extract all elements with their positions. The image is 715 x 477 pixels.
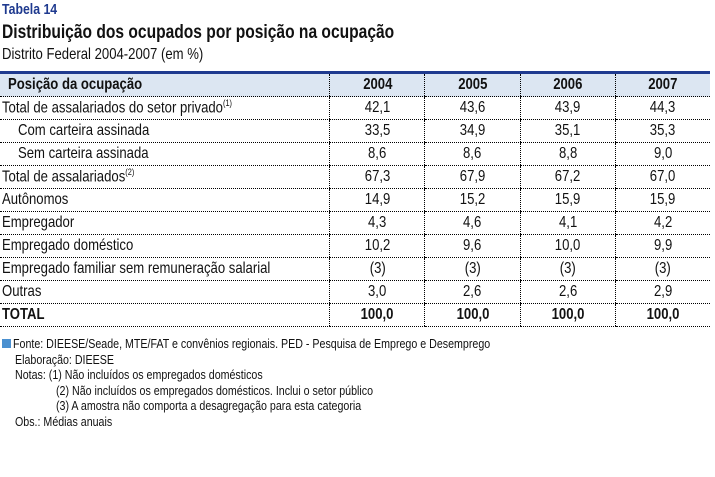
bullet-square-icon: [2, 339, 11, 348]
row-label: TOTAL: [0, 303, 330, 327]
table-cell: 2,6: [519, 280, 616, 304]
row-label: Empregado familiar sem remuneração salar…: [0, 257, 330, 281]
row-label: Total de assalariados do setor privado(1…: [0, 96, 330, 120]
table-title: Distribuição dos ocupados por posição na…: [2, 22, 395, 43]
table-cell: (3): [614, 257, 710, 281]
row-label: Total de assalariados(2): [0, 165, 330, 189]
table-subtitle: Distrito Federal 2004-2007 (em %): [2, 46, 204, 63]
table-cell: 33,5: [329, 119, 425, 143]
note-3: (3) A amostra não comporta a desagregaçã…: [56, 398, 362, 413]
column-header: 2005: [424, 71, 521, 97]
table-cell: 14,9: [329, 188, 425, 212]
table-cell: 67,9: [424, 165, 521, 189]
table-cell: 35,3: [614, 119, 710, 143]
table-cell: 2,9: [614, 280, 710, 304]
footnote-ref: (1): [222, 98, 233, 109]
row-label: Outras: [0, 280, 330, 304]
column-header: Posição da ocupação: [0, 71, 330, 97]
table-cell: 34,9: [424, 119, 521, 143]
table-row: Sem carteira assinada 8,6 8,6 8,8 9,0: [0, 142, 710, 166]
table-row: Empregado doméstico 10,2 9,6 10,0 9,9: [0, 234, 710, 258]
table-cell: 43,6: [424, 96, 521, 120]
column-header: 2007: [614, 71, 710, 97]
table-cell: 4,2: [614, 211, 710, 235]
table-cell: 100,0: [329, 303, 425, 327]
table-row: Autônomos 14,9 15,2 15,9 15,9: [0, 188, 710, 212]
table-cell: 4,6: [424, 211, 521, 235]
row-label: Autônomos: [0, 188, 330, 212]
table-cell: 67,3: [329, 165, 425, 189]
table-cell: (3): [329, 257, 425, 281]
header-row: Posição da ocupação 2004 2005 2006 2007: [0, 71, 710, 97]
footnotes: Fonte: DIEESE/Seade, MTE/FAT e convênios…: [2, 336, 595, 429]
table-cell: 35,1: [519, 119, 616, 143]
table-cell: 4,1: [519, 211, 616, 235]
table-row: Outras 3,0 2,6 2,6 2,9: [0, 280, 710, 304]
table-cell: 44,3: [614, 96, 710, 120]
table-cell: (3): [519, 257, 616, 281]
table-cell: 10,0: [519, 234, 616, 258]
row-label: Sem carteira assinada: [0, 142, 330, 166]
elaboration-note: Elaboração: DIEESE: [15, 351, 114, 367]
note-2: (2) Não incluídos os empregados doméstic…: [56, 382, 374, 398]
table-cell: 15,9: [519, 188, 616, 212]
row-label: Empregado doméstico: [0, 234, 330, 258]
table-cell: 9,6: [424, 234, 521, 258]
table-cell: 9,0: [614, 142, 710, 166]
table-label: Tabela 14: [2, 1, 58, 18]
table-cell: 4,3: [329, 211, 425, 235]
row-label: Empregador: [0, 211, 330, 235]
footnote-ref: (2): [125, 167, 135, 178]
table-cell: 100,0: [519, 303, 616, 327]
table-cell: 67,2: [519, 165, 616, 189]
table-row: Empregador 4,3 4,6 4,1 4,2: [0, 211, 710, 235]
obs-note: Obs.: Médias anuais: [15, 413, 113, 429]
table-cell: 43,9: [519, 96, 616, 120]
table-cell: 3,0: [329, 280, 425, 304]
table-cell: 9,9: [614, 234, 710, 258]
column-header: 2004: [329, 71, 425, 97]
column-header: 2006: [519, 71, 616, 97]
table-cell: 10,2: [329, 234, 425, 258]
table-cell: 8,6: [329, 142, 425, 166]
table-row: Total de assalariados do setor privado(1…: [0, 96, 710, 120]
row-label: Com carteira assinada: [0, 119, 330, 143]
table-cell: 67,0: [614, 165, 710, 189]
table-row: Com carteira assinada 33,5 34,9 35,1 35,3: [0, 119, 710, 143]
table-cell: (3): [424, 257, 521, 281]
data-table: Posição da ocupação 2004 2005 2006 2007 …: [0, 71, 710, 327]
table-cell: 42,1: [329, 96, 425, 120]
table-row: Total de assalariados(2) 67,3 67,9 67,2 67,0: [0, 165, 710, 189]
table-cell: 100,0: [614, 303, 710, 327]
table-cell: 2,6: [424, 280, 521, 304]
table-cell: 15,2: [424, 188, 521, 212]
table-row: TOTAL 100,0 100,0 100,0 100,0: [0, 303, 710, 327]
source-note: Fonte: DIEESE/Seade, MTE/FAT e convênios…: [13, 336, 491, 351]
table-row: Empregado familiar sem remuneração salar…: [0, 257, 710, 281]
table-cell: 15,9: [614, 188, 710, 212]
note-1: Notas: (1) Não incluídos os empregados d…: [15, 367, 263, 382]
table-cell: 8,6: [424, 142, 521, 166]
table-cell: 100,0: [424, 303, 521, 327]
table-cell: 8,8: [519, 142, 616, 166]
